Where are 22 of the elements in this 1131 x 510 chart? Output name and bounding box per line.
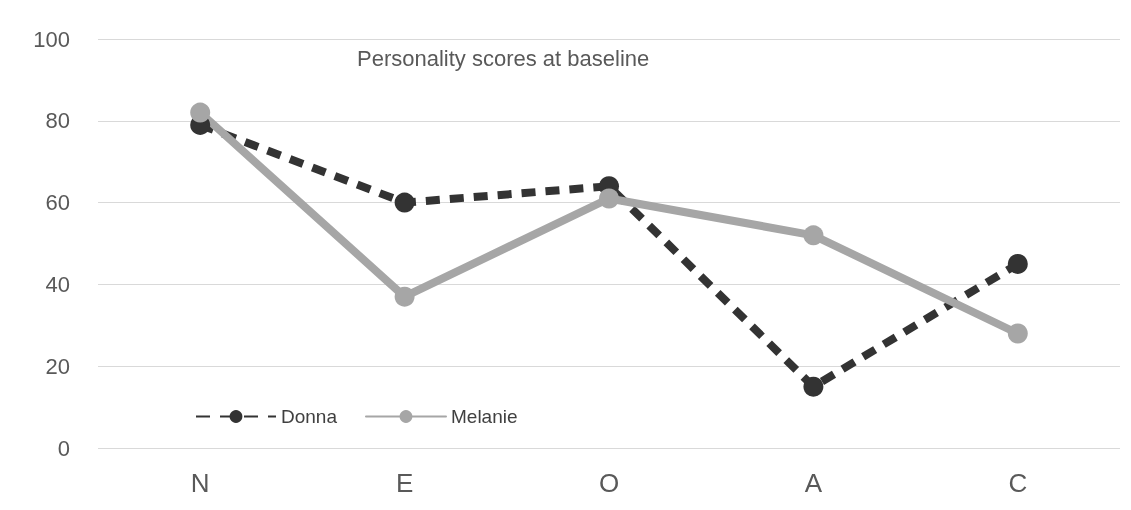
legend-label: Donna	[281, 406, 338, 427]
point	[803, 376, 824, 397]
point	[1007, 253, 1028, 274]
x-tick-label: C	[1008, 468, 1028, 498]
x-tick-label: N	[190, 468, 210, 498]
y-tick-label: 100	[33, 26, 70, 52]
x-tick-label: E	[395, 468, 414, 498]
y-tick-label: 80	[45, 108, 70, 134]
point	[1007, 323, 1028, 344]
point	[599, 188, 619, 209]
y-tick-label: 40	[45, 271, 70, 297]
y-tick-label: 0	[57, 435, 70, 461]
point	[190, 102, 211, 123]
x-tick-label: A	[804, 468, 823, 498]
chart-title: Personality scores at baseline	[357, 45, 650, 71]
x-tick-label: O	[598, 468, 620, 498]
y-tick-label: 20	[45, 353, 70, 379]
point	[394, 286, 415, 307]
y-tick-label: 60	[45, 190, 70, 216]
point	[394, 192, 415, 213]
point	[803, 225, 824, 246]
legend-label: Melanie	[450, 406, 518, 427]
